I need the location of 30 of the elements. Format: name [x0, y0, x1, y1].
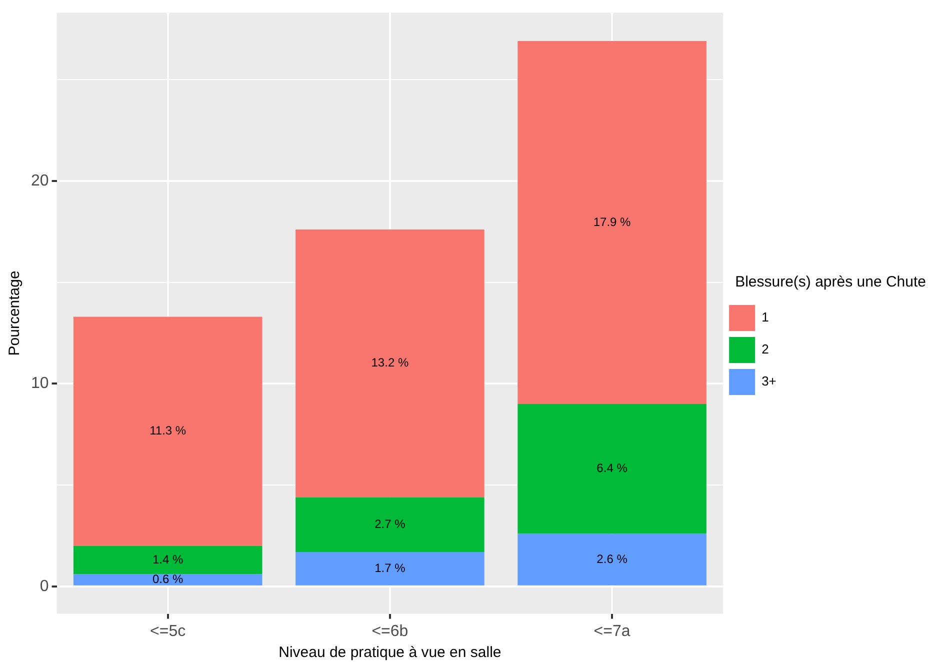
bar: [296, 552, 484, 586]
x-axis-title: Niveau de pratique à vue en salle: [278, 644, 502, 662]
data-label: 0.6 %: [152, 572, 184, 586]
bar: [73, 546, 262, 574]
y-tick-label: 10: [31, 375, 49, 392]
bar: [518, 40, 706, 404]
data-label: 2.6 %: [596, 552, 628, 566]
legend-label: 3+: [762, 374, 776, 389]
bar: [518, 534, 706, 586]
data-label: 1.7 %: [374, 561, 406, 576]
data-label: 1.4 %: [152, 552, 184, 566]
bar: [296, 497, 484, 552]
legend-label: 2: [762, 342, 769, 357]
legend-label: 1: [762, 310, 769, 325]
bar: [73, 574, 262, 586]
data-label: 13.2 %: [371, 356, 409, 370]
bar: [518, 404, 706, 534]
data-label: 11.3 %: [150, 424, 186, 438]
bar: [296, 230, 484, 498]
x-tick-label: <=6b: [372, 622, 408, 640]
y-axis-title: Pourcentage: [6, 270, 24, 356]
data-label: 17.9 %: [593, 214, 632, 229]
data-label: 6.4 %: [596, 461, 628, 476]
y-tick-label: 20: [31, 172, 49, 190]
data-label: 2.7 %: [374, 516, 406, 531]
x-tick-label: <=7a: [594, 622, 630, 640]
bar: [73, 316, 262, 546]
y-tick-label: 0: [40, 578, 49, 595]
legend-title: Blessure(s) après une Chute: [735, 274, 926, 291]
x-tick-label: <=5c: [150, 622, 186, 640]
